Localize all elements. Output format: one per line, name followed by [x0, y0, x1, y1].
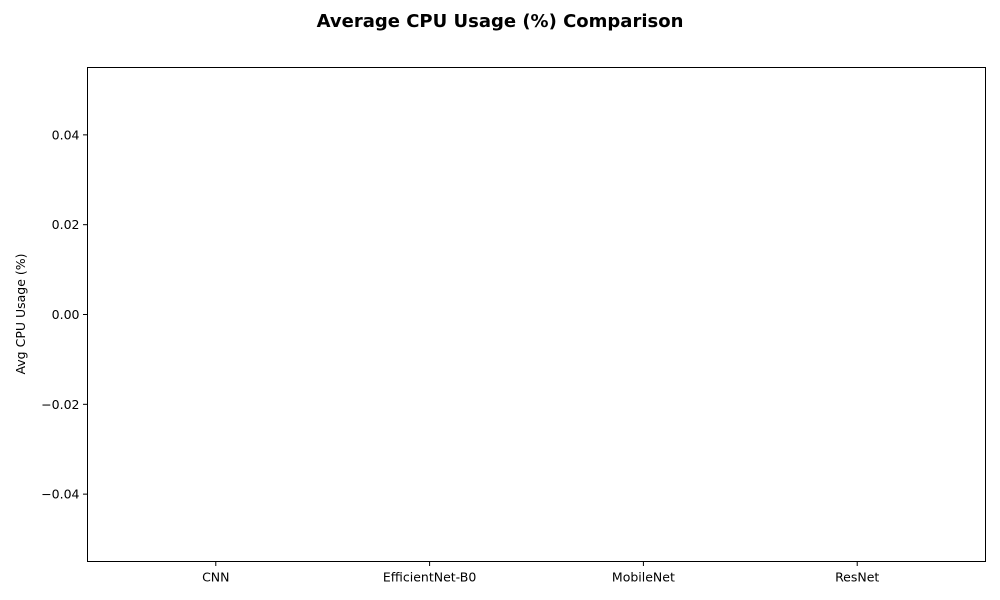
plot-area-frame: [87, 67, 986, 562]
chart-title: Average CPU Usage (%) Comparison: [317, 11, 684, 32]
x-tick-label: EfficientNet-B0: [383, 570, 476, 585]
y-tick-label: −0.02: [41, 397, 79, 412]
y-tick-label: −0.04: [41, 487, 79, 502]
x-tick-label: ResNet: [835, 570, 879, 585]
y-tick-label: 0.02: [52, 217, 80, 232]
y-tick-label: 0.04: [52, 127, 80, 142]
y-tick-label: 0.00: [52, 307, 80, 322]
x-tick-label: CNN: [202, 570, 229, 585]
y-axis-label: Avg CPU Usage (%): [13, 253, 28, 374]
x-axis: CNN EfficientNet-B0 MobileNet ResNet: [202, 561, 879, 585]
y-axis: −0.04 −0.02 0.00 0.02 0.04: [41, 127, 88, 502]
x-tick-label: MobileNet: [612, 570, 675, 585]
